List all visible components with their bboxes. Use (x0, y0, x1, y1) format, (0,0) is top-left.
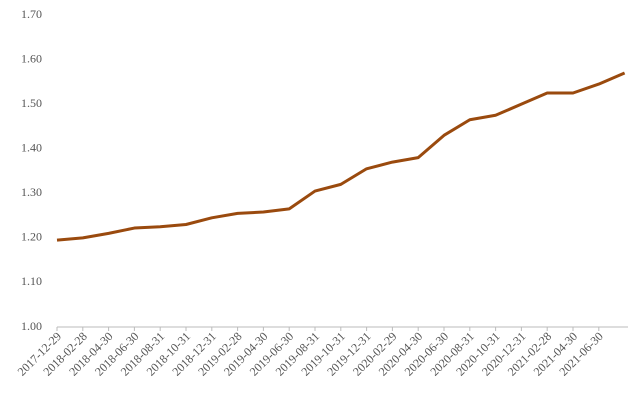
y-tick-label: 1.70 (21, 7, 42, 21)
y-tick-label: 1.50 (21, 96, 42, 110)
series-line (56, 71, 626, 242)
y-tick-label: 1.10 (21, 274, 42, 288)
y-tick-label: 1.60 (21, 51, 42, 65)
y-tick-label: 1.20 (21, 230, 42, 244)
y-tick-label: 1.00 (21, 319, 42, 333)
y-tick-label: 1.30 (21, 185, 42, 199)
y-tick-label: 1.40 (21, 140, 42, 154)
